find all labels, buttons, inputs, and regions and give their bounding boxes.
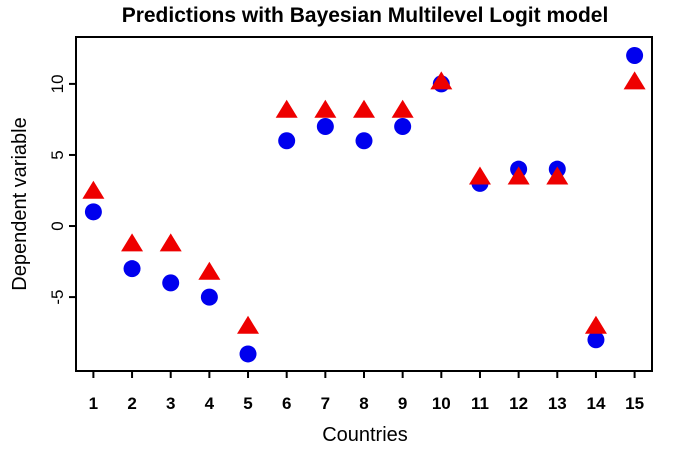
data-point-triangle bbox=[391, 99, 414, 118]
data-point-circle bbox=[278, 132, 296, 150]
y-tick-label: -5 bbox=[48, 290, 67, 305]
data-point-circle bbox=[394, 118, 412, 136]
data-point-circle bbox=[626, 46, 644, 64]
plot-frame bbox=[75, 36, 653, 372]
data-point-triangle bbox=[198, 261, 221, 280]
data-point-triangle bbox=[468, 166, 491, 185]
data-point-triangle bbox=[546, 166, 569, 185]
x-tick-label: 15 bbox=[625, 394, 644, 413]
x-tick-label: 7 bbox=[321, 394, 330, 413]
x-axis: 1 2 3 4 5 6 7 8 9 10 11 12 13 14 15 bbox=[89, 371, 644, 413]
data-point-circle bbox=[355, 132, 373, 150]
data-point-circle bbox=[316, 118, 334, 136]
x-tick-label: 3 bbox=[166, 394, 175, 413]
data-point-circle bbox=[239, 345, 257, 363]
x-tick-label: 14 bbox=[586, 394, 605, 413]
y-axis-label: Dependent variable bbox=[9, 117, 31, 290]
data-point-circle bbox=[84, 203, 102, 221]
data-point-triangle bbox=[275, 99, 298, 118]
series-circle bbox=[84, 46, 644, 363]
data-point-triangle bbox=[353, 99, 375, 118]
x-tick-label: 9 bbox=[398, 394, 407, 413]
data-point-circle bbox=[200, 288, 218, 306]
x-tick-label: 11 bbox=[471, 394, 489, 413]
y-tick-label: 5 bbox=[48, 150, 67, 159]
x-tick-label: 1 bbox=[89, 394, 98, 413]
x-tick-label: 8 bbox=[359, 394, 368, 413]
data-point-triangle bbox=[159, 233, 182, 252]
x-tick-label: 4 bbox=[205, 394, 215, 413]
data-point-circle bbox=[587, 331, 605, 349]
data-point-triangle bbox=[584, 315, 607, 334]
data-point-triangle bbox=[237, 315, 260, 334]
series-triangle bbox=[82, 71, 646, 334]
data-point-triangle bbox=[82, 180, 105, 199]
series-layer bbox=[82, 46, 646, 363]
x-tick-label: 6 bbox=[282, 394, 291, 413]
data-point-circle bbox=[162, 274, 180, 292]
data-point-triangle bbox=[623, 71, 646, 90]
data-point-triangle bbox=[430, 71, 453, 90]
y-tick-label: 0 bbox=[48, 221, 67, 230]
data-point-triangle bbox=[121, 233, 144, 252]
chart-title: Predictions with Bayesian Multilevel Log… bbox=[122, 4, 609, 27]
data-point-circle bbox=[123, 260, 141, 278]
x-axis-label: Countries bbox=[322, 424, 408, 444]
x-tick-label: 13 bbox=[548, 394, 567, 413]
x-tick-label: 5 bbox=[243, 394, 252, 413]
y-tick-label: 10 bbox=[48, 74, 67, 93]
data-point-triangle bbox=[507, 166, 530, 185]
x-tick-label: 2 bbox=[127, 394, 136, 413]
x-tick-label: 12 bbox=[509, 394, 528, 413]
x-tick-label: 10 bbox=[432, 394, 451, 413]
data-point-triangle bbox=[314, 99, 337, 118]
y-axis: -5 0 5 10 bbox=[48, 74, 76, 305]
